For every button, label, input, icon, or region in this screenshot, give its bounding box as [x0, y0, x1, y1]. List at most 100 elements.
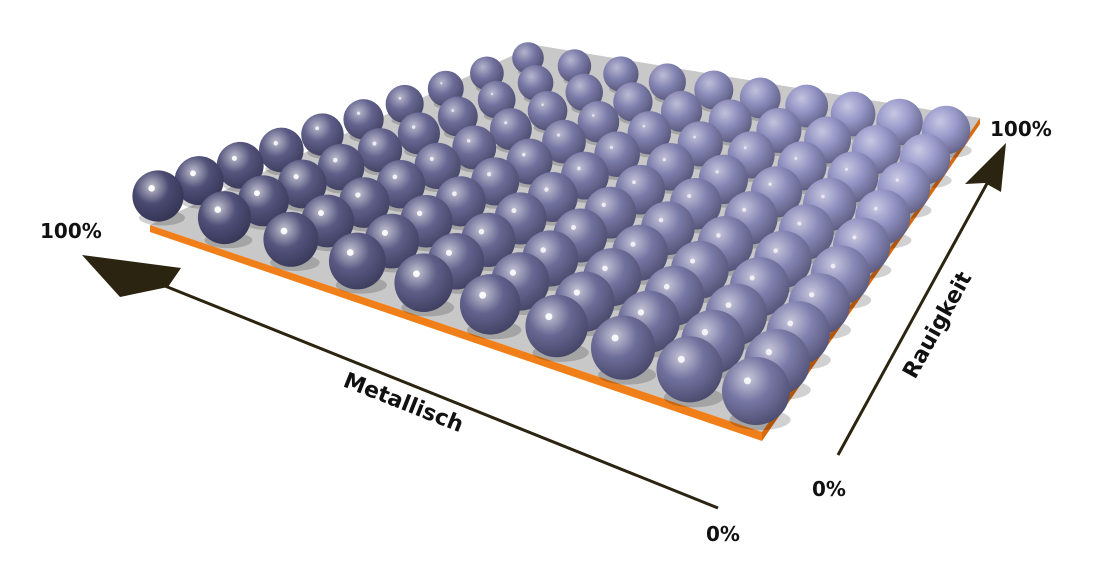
sphere-highlight	[355, 192, 361, 198]
sphere-highlight	[346, 249, 354, 256]
metallic-axis-arrowhead	[82, 255, 181, 297]
sphere-highlight	[701, 329, 709, 336]
sphere-highlight	[504, 121, 508, 125]
material-sphere	[394, 253, 455, 317]
sphere-highlight	[451, 191, 457, 197]
sphere-highlight	[254, 190, 260, 197]
sphere-highlight	[429, 156, 434, 161]
metallic-axis-start-label: 0%	[706, 522, 740, 546]
sphere-highlight	[231, 155, 237, 161]
sphere-highlight	[844, 167, 849, 171]
sphere-highlight	[416, 210, 423, 217]
sphere-body	[132, 170, 184, 222]
sphere-highlight	[190, 170, 196, 177]
sphere-highlight	[372, 141, 377, 146]
sphere-highlight	[573, 289, 581, 296]
sphere-highlight	[742, 207, 747, 212]
sphere-highlight	[689, 258, 696, 264]
sphere-highlight	[663, 283, 670, 290]
sphere-highlight	[895, 178, 899, 182]
sphere-body	[216, 141, 264, 189]
sphere-highlight	[773, 248, 779, 254]
metallic-axis-end-label: 100%	[40, 219, 102, 243]
sphere-body	[708, 99, 752, 143]
material-sphere	[656, 336, 724, 408]
sphere-highlight	[591, 114, 595, 117]
material-sphere	[525, 294, 589, 362]
sphere-body	[648, 63, 686, 101]
sphere-highlight	[821, 194, 825, 199]
sphere-highlight	[577, 166, 581, 171]
roughness-axis-start-label: 0%	[812, 477, 846, 501]
sphere-highlight	[280, 227, 288, 235]
sphere-highlight	[451, 109, 455, 113]
sphere-highlight	[392, 174, 398, 180]
sphere-body	[197, 191, 251, 245]
sphere-highlight	[630, 241, 636, 247]
sphere-highlight	[413, 270, 420, 278]
sphere-highlight	[749, 275, 755, 281]
sphere-highlight	[743, 146, 747, 150]
sphere-body	[357, 128, 403, 173]
sphere-highlight	[852, 235, 857, 240]
sphere-highlight	[830, 263, 836, 269]
sphere-highlight	[544, 187, 549, 192]
sphere-highlight	[662, 157, 666, 162]
sphere-body	[459, 274, 521, 335]
material-sphere	[132, 170, 186, 226]
sphere-highlight	[809, 292, 815, 298]
sphere-body	[376, 160, 426, 209]
sphere-body	[577, 101, 620, 143]
material-sphere	[328, 232, 387, 294]
sphere-body	[277, 159, 327, 209]
sphere-body	[328, 232, 386, 290]
sphere-highlight	[642, 124, 646, 128]
metallic-axis-line	[149, 278, 719, 510]
sphere-highlight	[541, 103, 544, 107]
sphere-highlight	[787, 320, 794, 327]
sphere-body	[452, 125, 497, 170]
sphere-highlight	[637, 309, 645, 316]
sphere-highlight	[716, 233, 721, 238]
sphere-highlight	[317, 210, 324, 217]
sphere-highlight	[693, 135, 696, 139]
sphere-body	[394, 253, 454, 312]
sphere-highlight	[540, 247, 547, 253]
sphere-highlight	[509, 269, 517, 276]
sphere-highlight	[511, 208, 517, 214]
sphere-body	[259, 127, 304, 173]
sphere-body	[694, 70, 734, 110]
sphere-highlight	[725, 302, 732, 308]
material-sphere	[722, 357, 791, 431]
sphere-highlight	[873, 206, 878, 211]
sphere-highlight	[445, 249, 453, 256]
sphere-highlight	[768, 182, 772, 186]
roughness-axis-end-label: 100%	[990, 117, 1052, 141]
sphere-highlight	[794, 157, 798, 161]
sphere-body	[660, 90, 703, 133]
sphere-body	[263, 211, 319, 267]
sphere-body	[397, 112, 440, 155]
material-sphere	[263, 211, 320, 271]
sphere-body	[489, 108, 532, 151]
sphere-body	[525, 294, 588, 358]
sphere-highlight	[601, 202, 606, 208]
sphere-highlight	[293, 174, 299, 180]
sphere-highlight	[602, 265, 608, 272]
sphere-highlight	[381, 229, 389, 236]
sphere-highlight	[479, 291, 487, 299]
sphere-highlight	[521, 152, 526, 157]
sphere-highlight	[556, 133, 561, 137]
metallic-axis-label: Metallisch	[340, 368, 467, 438]
sphere-body	[527, 90, 568, 131]
sphere-highlight	[398, 96, 402, 100]
sphere-body	[613, 82, 653, 122]
sphere-highlight	[609, 145, 614, 150]
sphere-highlight	[545, 313, 553, 321]
material-sphere	[459, 274, 522, 340]
sphere-body	[590, 315, 656, 380]
sphere-highlight	[743, 377, 752, 385]
sphere-highlight	[332, 157, 338, 163]
sphere-body	[627, 111, 672, 155]
